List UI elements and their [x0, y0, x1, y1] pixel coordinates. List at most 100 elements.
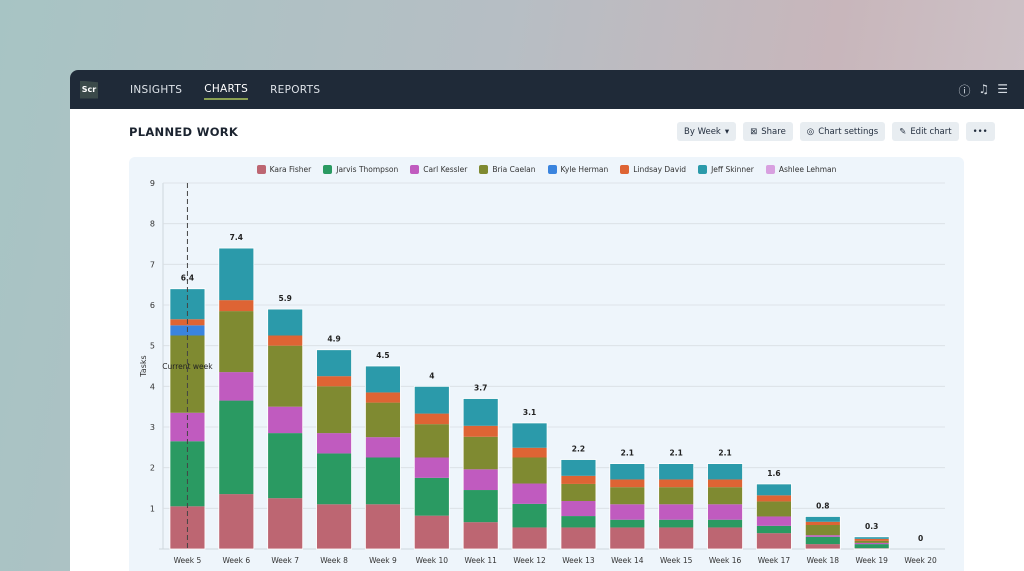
- edit-chart-label: Edit chart: [910, 126, 952, 137]
- legend-item[interactable]: Kara Fisher: [256, 165, 312, 174]
- legend-label: Kara Fisher: [269, 165, 312, 174]
- total-label: 0.8: [816, 501, 829, 510]
- bar-segment: [707, 527, 743, 549]
- bar-segment: [512, 503, 548, 528]
- legend-swatch: [323, 165, 333, 174]
- bar-outline: [707, 463, 743, 550]
- legend-item[interactable]: Jarvis Thompson: [323, 165, 398, 174]
- chart-settings-button[interactable]: ◎ Chart settings: [799, 122, 886, 141]
- x-tick-label: Week 14: [611, 556, 644, 565]
- bar-segment: [316, 453, 352, 505]
- bar-segment: [805, 516, 841, 522]
- bar-outline: [609, 463, 646, 550]
- caret-down-icon: ▾: [724, 126, 730, 137]
- bar-segment: [463, 522, 499, 549]
- legend-swatch: [620, 165, 630, 174]
- x-tick-label: Week 16: [709, 556, 742, 565]
- bar-segment: [560, 475, 596, 484]
- legend-label: Bria Caelan: [492, 165, 536, 174]
- x-tick-label: Week 6: [222, 556, 250, 565]
- bell-icon[interactable]: ♫: [978, 82, 990, 96]
- current-week-label: Current week: [162, 362, 213, 371]
- y-tick-label: 9: [150, 179, 155, 188]
- y-tick-label: 3: [150, 423, 155, 432]
- bar-outline: [267, 308, 304, 550]
- nav-charts[interactable]: CHARTS: [204, 80, 249, 100]
- toolbar: By Week ▾ ⊠ Share ◎ Chart settings ✎ Edit ch…: [677, 122, 995, 141]
- bar-segment: [707, 463, 743, 480]
- legend-item[interactable]: Lindsay David: [620, 165, 686, 174]
- bar-segment: [267, 406, 303, 434]
- x-tick-label: Week 12: [513, 556, 546, 565]
- bar-segment: [805, 521, 841, 526]
- legend-label: Kyle Herman: [560, 165, 609, 174]
- bar-segment: [756, 483, 792, 496]
- menu-icon[interactable]: ☰: [997, 82, 1008, 96]
- bar-segment: [805, 536, 841, 545]
- legend-item[interactable]: Jeff Skinner: [698, 165, 754, 174]
- bar-segment: [805, 525, 841, 536]
- share-button[interactable]: ⊠ Share: [743, 122, 793, 141]
- bar-segment: [218, 494, 254, 549]
- logo[interactable]: Scr: [80, 80, 98, 99]
- x-tick-label: Week 7: [271, 556, 299, 565]
- bar-segment: [658, 519, 694, 528]
- bar-outline: [462, 398, 499, 550]
- bar-segment: [463, 469, 499, 491]
- total-label: 2.1: [670, 449, 683, 458]
- nav-insights[interactable]: INSIGHTS: [130, 83, 183, 96]
- legend-item[interactable]: Kyle Herman: [547, 165, 609, 174]
- bar-segment: [756, 501, 792, 517]
- bar-outline: [316, 349, 352, 550]
- bar-segment: [609, 487, 645, 505]
- x-tick-label: Week 10: [416, 556, 449, 565]
- y-tick-label: 1: [150, 504, 155, 513]
- stacked-bar-chart: 1 2 3 4 5 6 7 8 9 Tasks 6.4 Week 5 7.4 Week 6 5.9 Week …: [139, 179, 945, 565]
- bar-segment: [365, 504, 401, 549]
- total-label: 0.3: [865, 522, 878, 531]
- x-tick-label: Week 13: [562, 556, 595, 565]
- legend-item[interactable]: Carl Kessler: [410, 165, 467, 174]
- share-label: Share: [761, 126, 786, 137]
- bar-segment: [218, 400, 254, 495]
- bar-segment: [854, 538, 890, 541]
- more-button[interactable]: •••: [965, 122, 995, 141]
- help-icon[interactable]: ⓘ: [958, 84, 971, 98]
- period-dropdown[interactable]: By Week ▾: [677, 122, 737, 141]
- bar-segment: [414, 386, 450, 414]
- bar-segment: [463, 425, 499, 437]
- x-tick-label: Week 11: [464, 556, 497, 565]
- bar-segment: [756, 525, 792, 534]
- bar-segment: [609, 519, 645, 528]
- legend-item[interactable]: Ashlee Lehman: [765, 165, 836, 174]
- bar-outline: [560, 459, 597, 550]
- bar-segment: [414, 515, 450, 549]
- legend-swatch: [698, 165, 708, 174]
- bar-segment: [267, 498, 303, 549]
- legend-item[interactable]: Bria Caelan: [479, 165, 536, 174]
- total-label: 2.1: [718, 449, 731, 458]
- total-label: 4: [429, 371, 434, 380]
- bar-segment: [707, 504, 743, 520]
- legend-swatch: [479, 165, 489, 174]
- bar-segment: [560, 516, 596, 528]
- bar-segment: [218, 248, 254, 301]
- bar-outline: [658, 463, 695, 550]
- edit-chart-button[interactable]: ✎ Edit chart: [892, 122, 959, 141]
- legend-swatch: [410, 165, 420, 174]
- x-tick-label: Week 17: [758, 556, 791, 565]
- bar-segment: [560, 483, 596, 502]
- bar-segment: [512, 447, 548, 458]
- bar-outline: [804, 516, 841, 550]
- bar-segment: [512, 483, 548, 504]
- chart-legend: Kara Fisher Jarvis Thompson Carl Kessler Br…: [129, 165, 964, 174]
- nav-reports[interactable]: REPORTS: [270, 83, 321, 96]
- bar-segment: [805, 535, 841, 537]
- bar-segment: [756, 533, 792, 549]
- bar-segment: [316, 504, 352, 549]
- bar-segment: [707, 479, 743, 488]
- total-label: 5.9: [279, 294, 292, 303]
- bar-segment: [365, 402, 401, 438]
- bar-segment: [756, 495, 792, 502]
- total-label: 4.5: [376, 351, 389, 360]
